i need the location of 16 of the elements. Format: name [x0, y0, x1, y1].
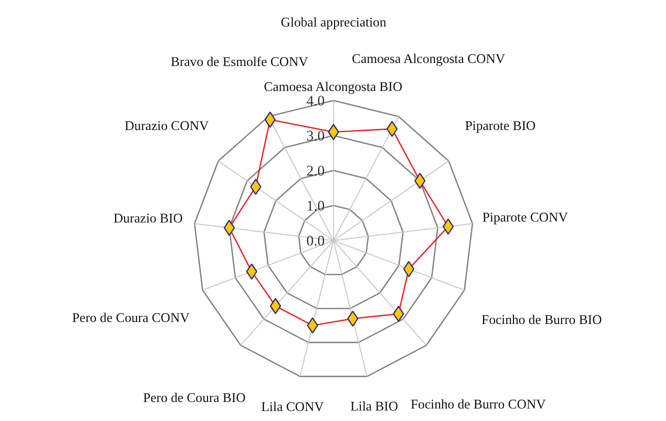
spoke-label: Lila BIO [350, 398, 398, 414]
spoke-label: Durazio CONV [124, 118, 210, 133]
spoke-label: Focinho de Burro CONV [410, 396, 546, 412]
spoke-label: Durazio BIO [114, 210, 184, 226]
chart-title: Global appreciation [280, 14, 387, 30]
spoke-label: Pero de Coura BIO [143, 390, 246, 406]
spoke-label: Focinho de Burro BIO [482, 312, 602, 327]
spoke-label: Lila CONV [261, 399, 324, 414]
spoke-label: Piparote BIO [464, 118, 536, 133]
y-tick-label: 0.0 [306, 234, 325, 250]
y-tick-label: 1.0 [306, 198, 325, 214]
spoke-label: Bravo de Esmolfe CONV [170, 54, 309, 69]
spoke-label: Piparote CONV [482, 210, 568, 225]
spoke-label: Camoesa Alcongosta CONV [352, 51, 506, 66]
spoke-label: Camoesa Alcongosta BIO [264, 79, 403, 94]
spoke-label: Pero de Coura CONV [72, 310, 190, 325]
